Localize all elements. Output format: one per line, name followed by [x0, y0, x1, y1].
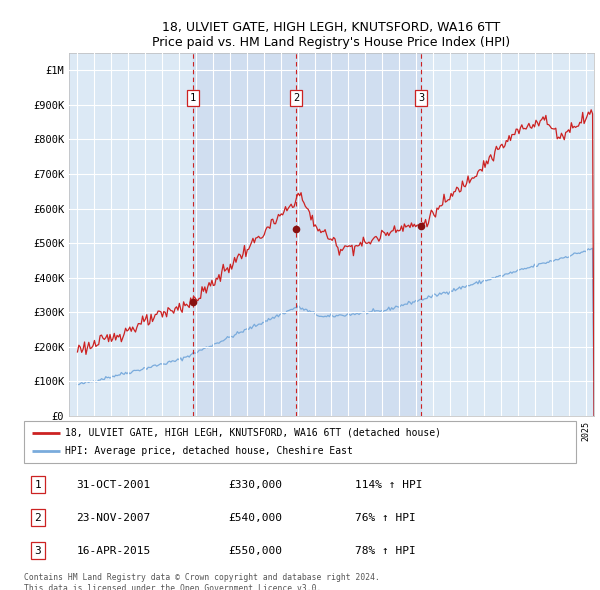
Text: 23-NOV-2007: 23-NOV-2007	[76, 513, 151, 523]
Text: 76% ↑ HPI: 76% ↑ HPI	[355, 513, 416, 523]
Text: HPI: Average price, detached house, Cheshire East: HPI: Average price, detached house, Ches…	[65, 446, 353, 456]
Title: 18, ULVIET GATE, HIGH LEGH, KNUTSFORD, WA16 6TT
Price paid vs. HM Land Registry': 18, ULVIET GATE, HIGH LEGH, KNUTSFORD, W…	[152, 21, 511, 49]
Text: £540,000: £540,000	[228, 513, 282, 523]
Text: 2: 2	[293, 93, 299, 103]
Text: Contains HM Land Registry data © Crown copyright and database right 2024.
This d: Contains HM Land Registry data © Crown c…	[24, 573, 380, 590]
FancyBboxPatch shape	[24, 421, 576, 463]
Text: £330,000: £330,000	[228, 480, 282, 490]
Text: 2: 2	[34, 513, 41, 523]
Text: 3: 3	[418, 93, 424, 103]
Text: 1: 1	[34, 480, 41, 490]
Text: 78% ↑ HPI: 78% ↑ HPI	[355, 546, 416, 556]
Text: 114% ↑ HPI: 114% ↑ HPI	[355, 480, 422, 490]
Text: 3: 3	[34, 546, 41, 556]
Bar	[193, 53, 421, 416]
Text: 31-OCT-2001: 31-OCT-2001	[76, 480, 151, 490]
Text: 16-APR-2015: 16-APR-2015	[76, 546, 151, 556]
Text: 18, ULVIET GATE, HIGH LEGH, KNUTSFORD, WA16 6TT (detached house): 18, ULVIET GATE, HIGH LEGH, KNUTSFORD, W…	[65, 428, 442, 438]
Text: 1: 1	[190, 93, 196, 103]
Text: £550,000: £550,000	[228, 546, 282, 556]
